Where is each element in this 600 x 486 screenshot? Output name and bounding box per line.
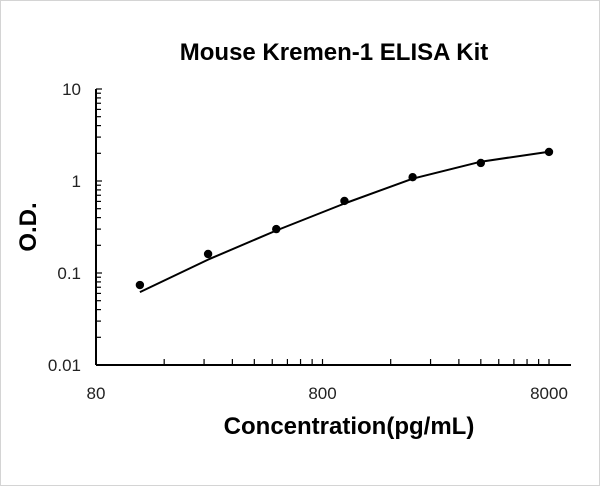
y-tick-label: 10	[62, 80, 81, 99]
data-point	[340, 196, 349, 206]
data-point	[544, 147, 554, 157]
data-point	[408, 172, 417, 182]
x-tick-label: 800	[308, 384, 336, 403]
x-tick-label: 8000	[530, 384, 568, 403]
y-tick-label: 0.01	[48, 356, 81, 375]
data-point	[135, 280, 145, 290]
x-tick-label: 80	[87, 384, 106, 403]
y-tick-label: 1	[72, 172, 81, 191]
chart-title: Mouse Kremen-1 ELISA Kit	[179, 39, 489, 66]
data-point	[272, 224, 281, 234]
data-point	[476, 158, 486, 168]
x-axis-label: Concentration(pg/mL)	[223, 413, 475, 440]
y-tick-label: 0.1	[57, 264, 81, 283]
data-point	[203, 249, 213, 259]
fitted-curve	[139, 150, 550, 294]
